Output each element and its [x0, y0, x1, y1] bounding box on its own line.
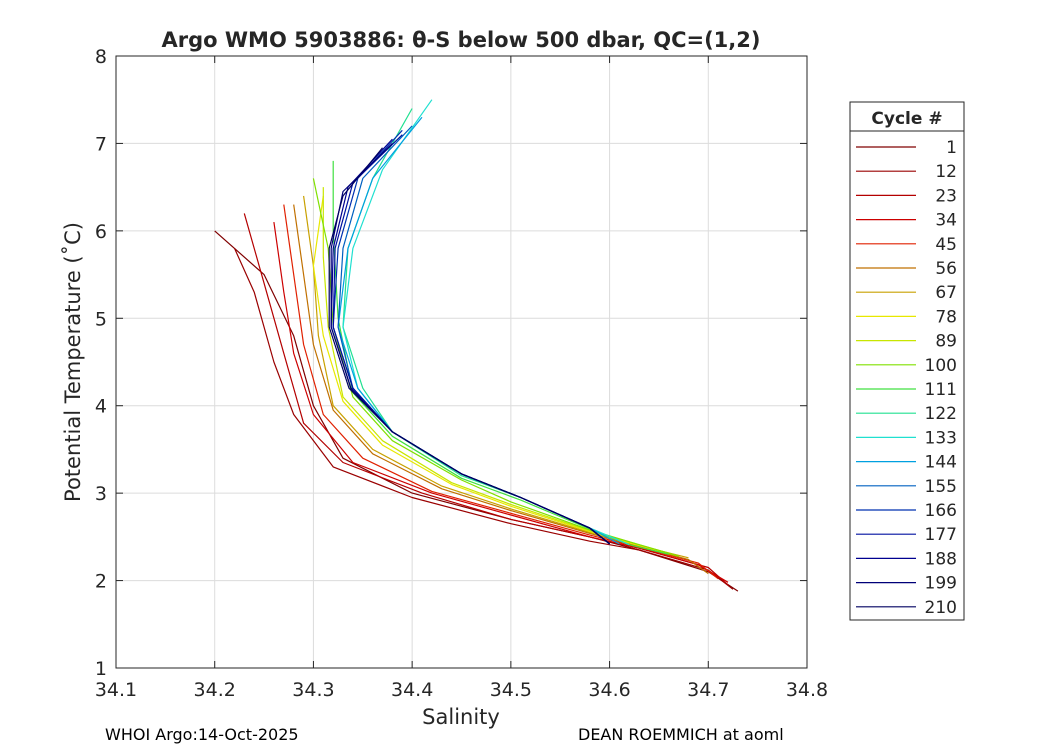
legend-label: 144 [925, 453, 957, 473]
x-axis-ticks: 34.1 34.2 34.3 34.4 34.5 34.6 34.7 34.8 [95, 56, 828, 701]
y-tick-label: 7 [95, 133, 107, 155]
legend-label: 122 [925, 404, 957, 424]
series-line-cycle-34 [273, 222, 729, 583]
legend-label: 1 [946, 138, 957, 158]
series-lines [214, 99, 739, 592]
x-tick-label: 34.2 [194, 679, 236, 701]
legend-items: 1 12 23 34 45 56 67 78 89 100 111 122 133 144 155 166 17… [856, 138, 957, 618]
legend-label: 12 [935, 162, 957, 182]
legend-label: 89 [935, 332, 957, 352]
legend-title: Cycle # [871, 109, 942, 129]
x-tick-label: 34.6 [588, 679, 630, 701]
x-tick-label: 34.3 [292, 679, 334, 701]
y-tick-label: 5 [95, 308, 107, 330]
x-axis-label: Salinity [422, 705, 500, 729]
y-tick-label: 3 [95, 483, 107, 505]
plot-area: 34.1 34.2 34.3 34.4 34.5 34.6 34.7 34.8 1 2 3 4 5 6 7… [95, 46, 828, 701]
footer-left: WHOI Argo:14-Oct-2025 [105, 725, 299, 744]
footer-right: DEAN ROEMMICH at aoml [578, 725, 784, 744]
legend-label: 78 [935, 307, 957, 327]
legend-label: 34 [935, 211, 957, 231]
y-axis-label: Potential Temperature (˚C) [61, 222, 85, 502]
x-tick-label: 34.1 [95, 679, 137, 701]
series-line-cycle-12 [233, 248, 734, 590]
legend-label: 56 [935, 259, 957, 279]
chart-title: Argo WMO 5903886: θ-S below 500 dbar, QC… [162, 28, 761, 52]
legend-label: 23 [935, 186, 957, 206]
y-tick-label: 1 [95, 658, 107, 680]
x-tick-label: 34.4 [391, 679, 433, 701]
x-tick-label: 34.5 [490, 679, 532, 701]
y-tick-label: 8 [95, 46, 107, 68]
y-tick-label: 4 [95, 396, 107, 418]
legend-label: 188 [925, 549, 957, 569]
y-axis-ticks: 1 2 3 4 5 6 7 8 [95, 46, 807, 680]
legend-label: 100 [925, 356, 957, 376]
legend-label: 210 [925, 598, 957, 618]
legend-label: 67 [935, 283, 957, 303]
legend-label: 199 [925, 574, 957, 594]
legend: Cycle # 1 12 23 34 45 56 67 78 89 100 111 122 133 144… [849, 101, 965, 621]
x-tick-label: 34.8 [786, 679, 828, 701]
series-line-cycle-210 [328, 147, 610, 545]
legend-label: 111 [925, 380, 957, 400]
legend-label: 45 [935, 235, 957, 255]
legend-label: 155 [925, 477, 957, 497]
legend-label: 166 [925, 501, 957, 521]
series-line-cycle-45 [283, 204, 719, 580]
plot-frame [115, 55, 808, 669]
y-tick-label: 6 [95, 221, 107, 243]
y-tick-label: 2 [95, 571, 107, 593]
legend-label: 133 [925, 428, 957, 448]
x-tick-label: 34.7 [687, 679, 729, 701]
legend-label: 177 [925, 525, 957, 545]
